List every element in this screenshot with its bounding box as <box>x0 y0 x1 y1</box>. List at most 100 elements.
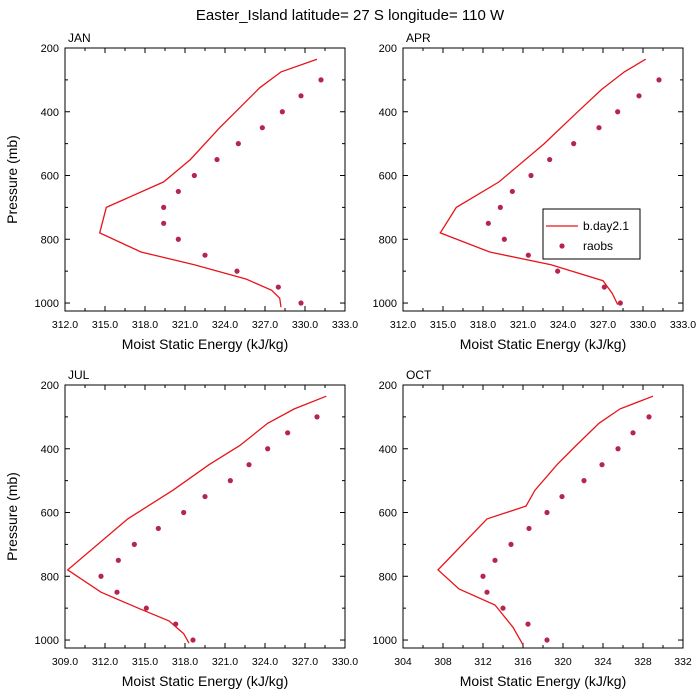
x-tick-label: 324.0 <box>212 319 238 331</box>
y-tick-label: 400 <box>379 444 397 456</box>
x-tick-label: 324 <box>594 656 612 668</box>
x-tick-label: 318.0 <box>470 319 496 331</box>
x-tick-label: 316 <box>514 656 532 668</box>
x-axis-label: Moist Static Energy (kJ/kg) <box>460 673 627 689</box>
y-tick-label: 1000 <box>373 635 397 647</box>
x-tick-label: 321.0 <box>212 656 238 668</box>
panel-jan: JAN 312.0 315.0 318.0 321.0 324.0 327.0 330.0 33… <box>4 31 358 352</box>
data-point-raobs <box>526 525 532 532</box>
x-tick-label: 333.0 <box>670 319 696 331</box>
x-tick-label: 315.0 <box>430 319 456 331</box>
x-tick-label: 318.0 <box>132 319 158 331</box>
data-point-raobs <box>571 141 577 147</box>
data-point-raobs <box>314 414 320 420</box>
legend-dot-swatch <box>559 243 565 249</box>
x-axis-label: Moist Static Energy (kJ/kg) <box>122 673 289 689</box>
y-axis-label: Pressure (mb) <box>4 472 20 561</box>
data-point-raobs <box>181 509 187 516</box>
y-tick-label: 400 <box>379 107 397 119</box>
legend-label-model: b.day2.1 <box>583 219 629 233</box>
legend-box <box>542 208 641 260</box>
data-point-raobs <box>298 93 304 99</box>
x-tick-label: 327.0 <box>292 656 318 668</box>
data-point-raobs <box>155 525 161 532</box>
data-point-raobs <box>480 573 486 579</box>
data-point-raobs <box>601 284 607 290</box>
panel-apr: APR 312.0 315.0 318.0 321.0 324.0 327.0 330.0 33… <box>373 31 697 352</box>
y-tick-label: 600 <box>379 508 397 520</box>
x-tick-label: 327.0 <box>252 319 278 331</box>
data-point-raobs <box>318 77 324 83</box>
data-point-raobs <box>114 589 120 595</box>
data-point-raobs <box>547 156 553 163</box>
x-tick-label: 312.0 <box>52 319 78 331</box>
data-point-raobs <box>492 557 498 563</box>
x-tick-label: 312 <box>474 656 492 668</box>
y-tick-label: 200 <box>41 380 59 392</box>
data-point-raobs <box>265 446 271 452</box>
x-tick-label: 321.0 <box>172 319 198 331</box>
y-tick-label: 600 <box>41 171 59 183</box>
data-point-raobs <box>235 141 241 147</box>
x-tick-label: 321.0 <box>510 319 536 331</box>
data-point-raobs <box>173 621 179 627</box>
data-point-raobs <box>497 204 503 210</box>
data-point-raobs <box>525 252 531 258</box>
data-point-raobs <box>131 541 137 547</box>
x-tick-label: 315.0 <box>92 319 118 331</box>
data-point-raobs <box>202 493 208 500</box>
x-tick-label: 304 <box>394 656 412 668</box>
data-point-raobs <box>115 557 121 563</box>
data-point-raobs <box>615 109 621 115</box>
x-tick-label: 312.0 <box>92 656 118 668</box>
data-point-raobs <box>279 109 285 115</box>
x-tick-label: 332 <box>674 656 692 668</box>
data-point-raobs <box>500 605 506 611</box>
legend: b.day2.1 raobs <box>542 208 641 260</box>
data-point-raobs <box>234 268 240 274</box>
panel-title: JAN <box>68 31 91 45</box>
data-point-raobs <box>98 573 104 579</box>
data-point-raobs <box>298 300 304 306</box>
x-axis-label: Moist Static Energy (kJ/kg) <box>460 336 627 352</box>
series-line-b-day2-1 <box>439 58 647 305</box>
data-point-raobs <box>259 125 265 131</box>
data-point-raobs <box>656 77 662 83</box>
data-point-raobs <box>617 300 623 306</box>
data-point-raobs <box>581 478 587 484</box>
figure-title: Easter_Island latitude= 27 S longitude= … <box>196 7 505 24</box>
data-point-raobs <box>630 430 636 436</box>
plot-frame <box>64 384 346 649</box>
x-tick-label: 308 <box>434 656 452 668</box>
data-point-raobs <box>646 414 652 420</box>
x-tick-label: 320 <box>554 656 572 668</box>
data-point-raobs <box>143 605 149 611</box>
y-tick-label: 400 <box>41 107 59 119</box>
data-point-raobs <box>214 156 220 163</box>
data-point-raobs <box>485 220 491 226</box>
data-point-raobs <box>615 446 621 452</box>
data-point-raobs <box>544 637 550 643</box>
data-point-raobs <box>275 284 281 290</box>
panel-title: JUL <box>68 368 90 382</box>
panel-jul: JUL 309.0 312.0 315.0 318.0 321.0 324.0 327.0 33… <box>4 368 358 689</box>
x-tick-label: 324.0 <box>550 319 576 331</box>
data-point-raobs <box>175 188 181 195</box>
x-tick-label: 330.0 <box>332 656 358 668</box>
y-tick-label: 200 <box>379 380 397 392</box>
x-tick-label: 327.0 <box>590 319 616 331</box>
y-tick-label: 1000 <box>35 635 59 647</box>
data-point-raobs <box>509 188 515 195</box>
data-point-raobs <box>191 172 197 179</box>
data-point-raobs <box>596 125 602 131</box>
data-point-raobs <box>202 252 208 258</box>
plot-frame <box>402 384 684 649</box>
x-axis-label: Moist Static Energy (kJ/kg) <box>122 336 289 352</box>
data-point-raobs <box>528 172 534 179</box>
y-tick-label: 800 <box>41 234 59 246</box>
y-tick-label: 600 <box>379 171 397 183</box>
data-point-raobs <box>501 236 507 242</box>
y-tick-label: 200 <box>41 43 59 55</box>
data-point-raobs <box>246 462 252 468</box>
